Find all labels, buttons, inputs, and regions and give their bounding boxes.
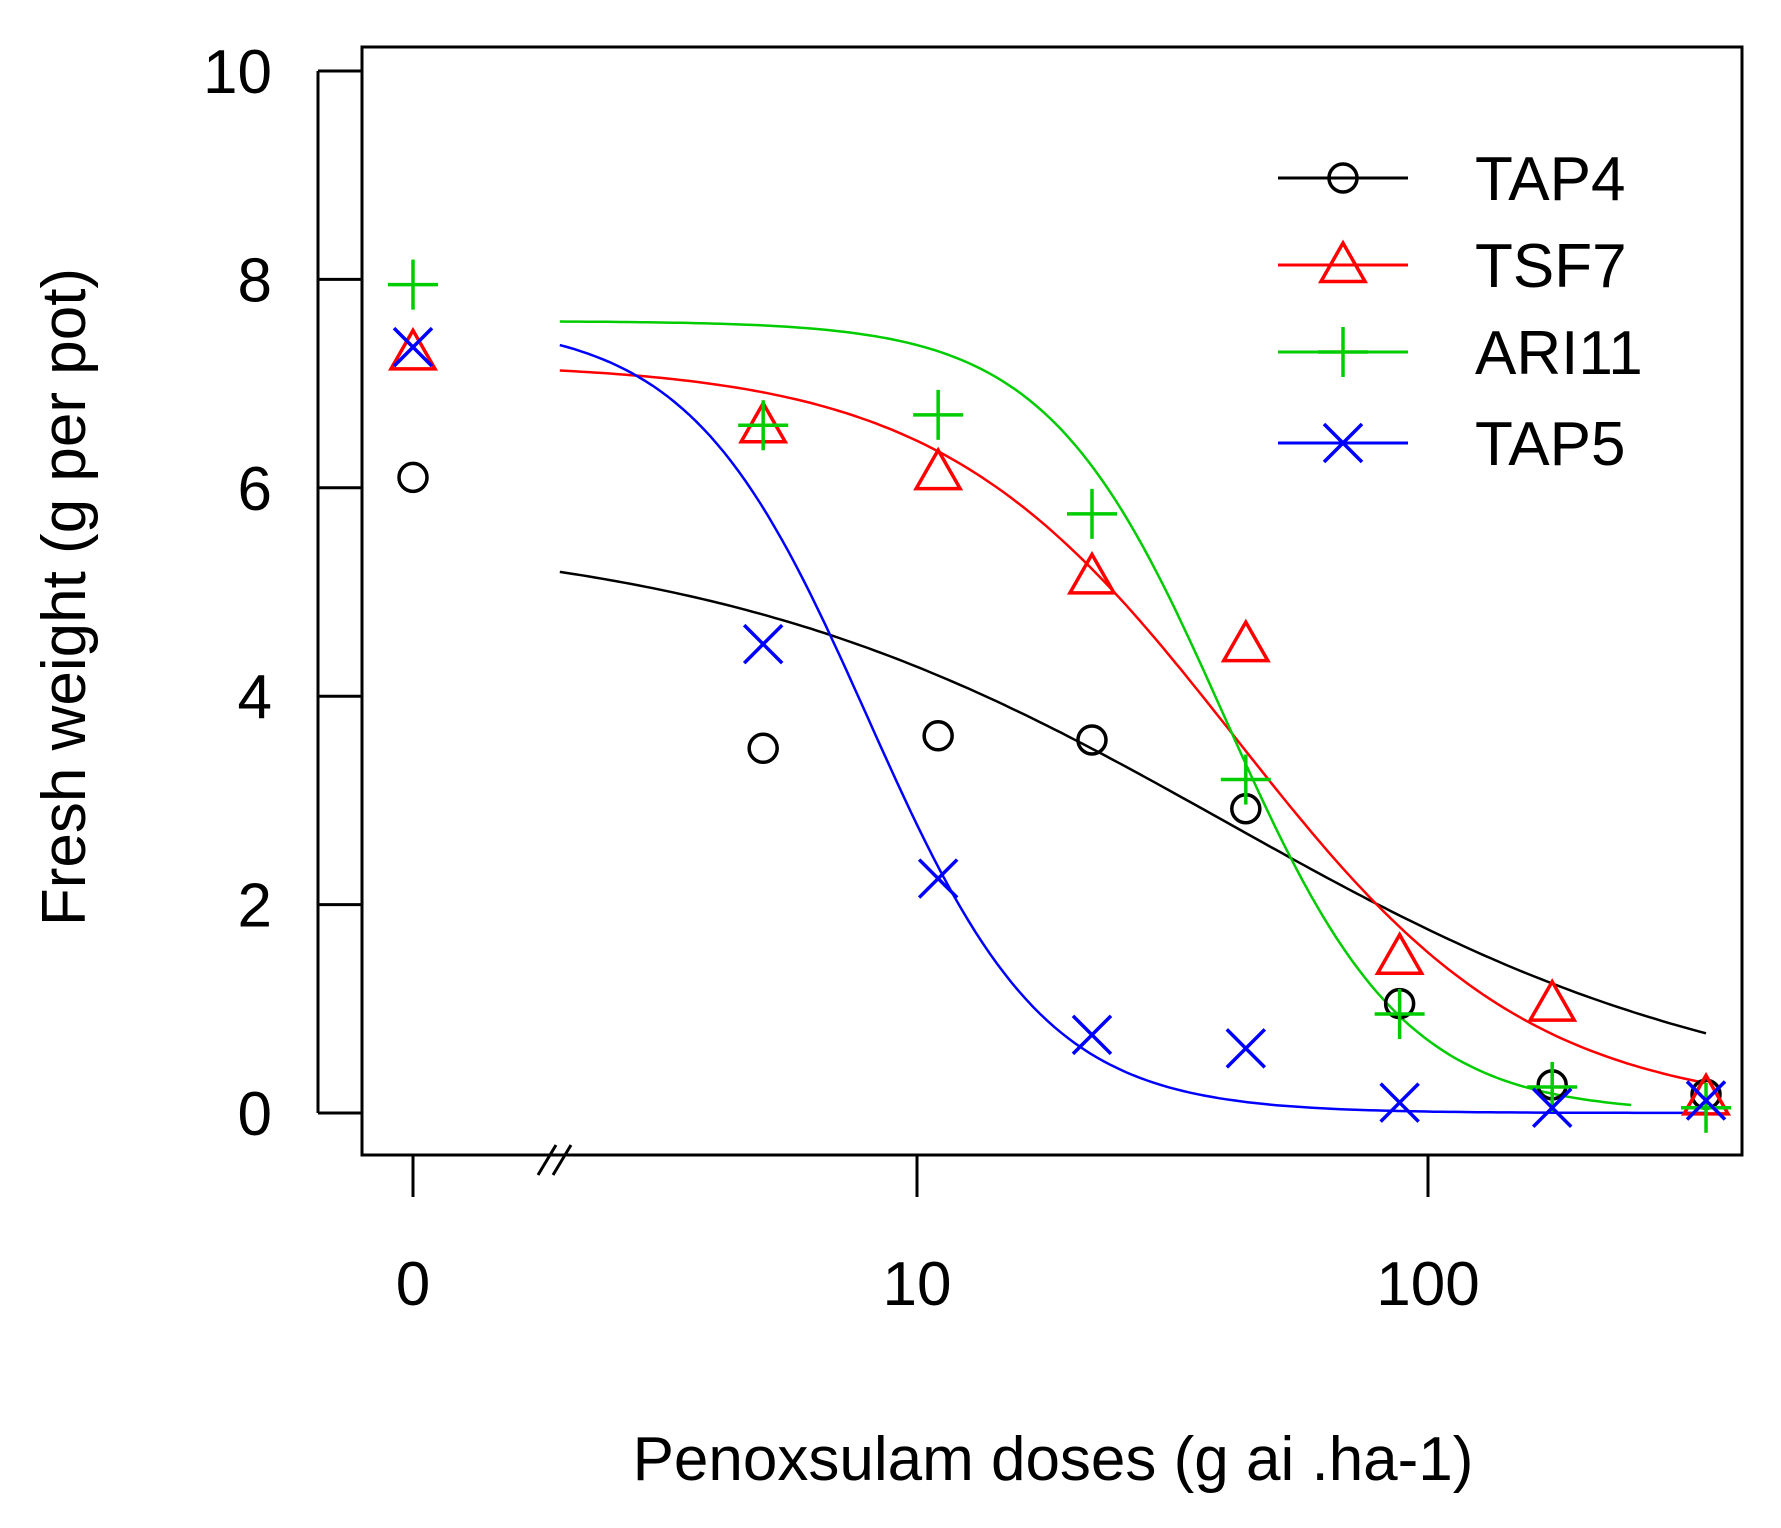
legend-marker-triangle — [1321, 243, 1365, 282]
chart: 0 2 4 6 8 10 0 10 100 TAP4 TSF7 ARI11 TAP5 Penoxsu… — [0, 0, 1781, 1528]
legend-item-tap5: TAP5 — [1278, 410, 1625, 479]
legend-item-tsf7: TSF7 — [1278, 232, 1627, 301]
legend-label: TAP4 — [1475, 145, 1625, 214]
fit-curve-ari11 — [560, 322, 1632, 1106]
legend-item-tap4: TAP4 — [1278, 145, 1625, 214]
data-point-tsf7 — [1530, 982, 1574, 1021]
data-point-tsf7 — [916, 450, 960, 489]
x-tick-label: 10 — [883, 1250, 952, 1319]
x-axis: 0 10 100 — [396, 1155, 1480, 1319]
legend-label: ARI11 — [1475, 319, 1643, 388]
x-axis-label: Penoxsulam doses (g ai .ha-1) — [633, 1425, 1474, 1494]
data-point-tap5 — [1227, 1029, 1265, 1067]
data-point-ari11 — [388, 260, 438, 310]
data-point-tap5 — [744, 625, 782, 663]
y-axis-label: Fresh weight (g per pot) — [30, 268, 99, 926]
data-point-ari11 — [1681, 1083, 1731, 1133]
axis-break-marker — [538, 1145, 571, 1175]
data-point-tap5 — [1073, 1016, 1111, 1054]
data-point-ari11 — [1067, 489, 1117, 539]
legend-label: TAP5 — [1475, 410, 1625, 479]
data-point-tsf7 — [1070, 554, 1114, 593]
legend-marker-plus — [1318, 327, 1368, 377]
legend-label: TSF7 — [1475, 232, 1627, 301]
legend-item-ari11: ARI11 — [1278, 319, 1643, 388]
fit-curve-tap4 — [560, 572, 1706, 1033]
y-tick-label: 8 — [238, 246, 272, 315]
data-point-tap4 — [924, 722, 952, 750]
data-point-tap4 — [749, 734, 777, 762]
data-point-ari11 — [913, 390, 963, 440]
y-axis: 0 2 4 6 8 10 — [203, 38, 362, 1149]
data-point-tap5 — [1381, 1084, 1419, 1122]
data-point-tsf7 — [1224, 622, 1268, 661]
y-tick-label: 6 — [238, 455, 272, 524]
y-tick-label: 4 — [238, 663, 272, 732]
y-tick-label: 0 — [238, 1080, 272, 1149]
x-tick-label: 0 — [396, 1250, 430, 1319]
legend: TAP4 TSF7 ARI11 TAP5 — [1278, 145, 1643, 479]
y-tick-label: 10 — [203, 38, 272, 107]
data-point-tap4 — [399, 463, 427, 491]
data-point-ari11 — [1527, 1062, 1577, 1112]
x-tick-label: 100 — [1376, 1250, 1479, 1319]
data-points — [388, 260, 1731, 1133]
data-point-ari11 — [1221, 755, 1271, 805]
y-tick-label: 2 — [238, 872, 272, 941]
